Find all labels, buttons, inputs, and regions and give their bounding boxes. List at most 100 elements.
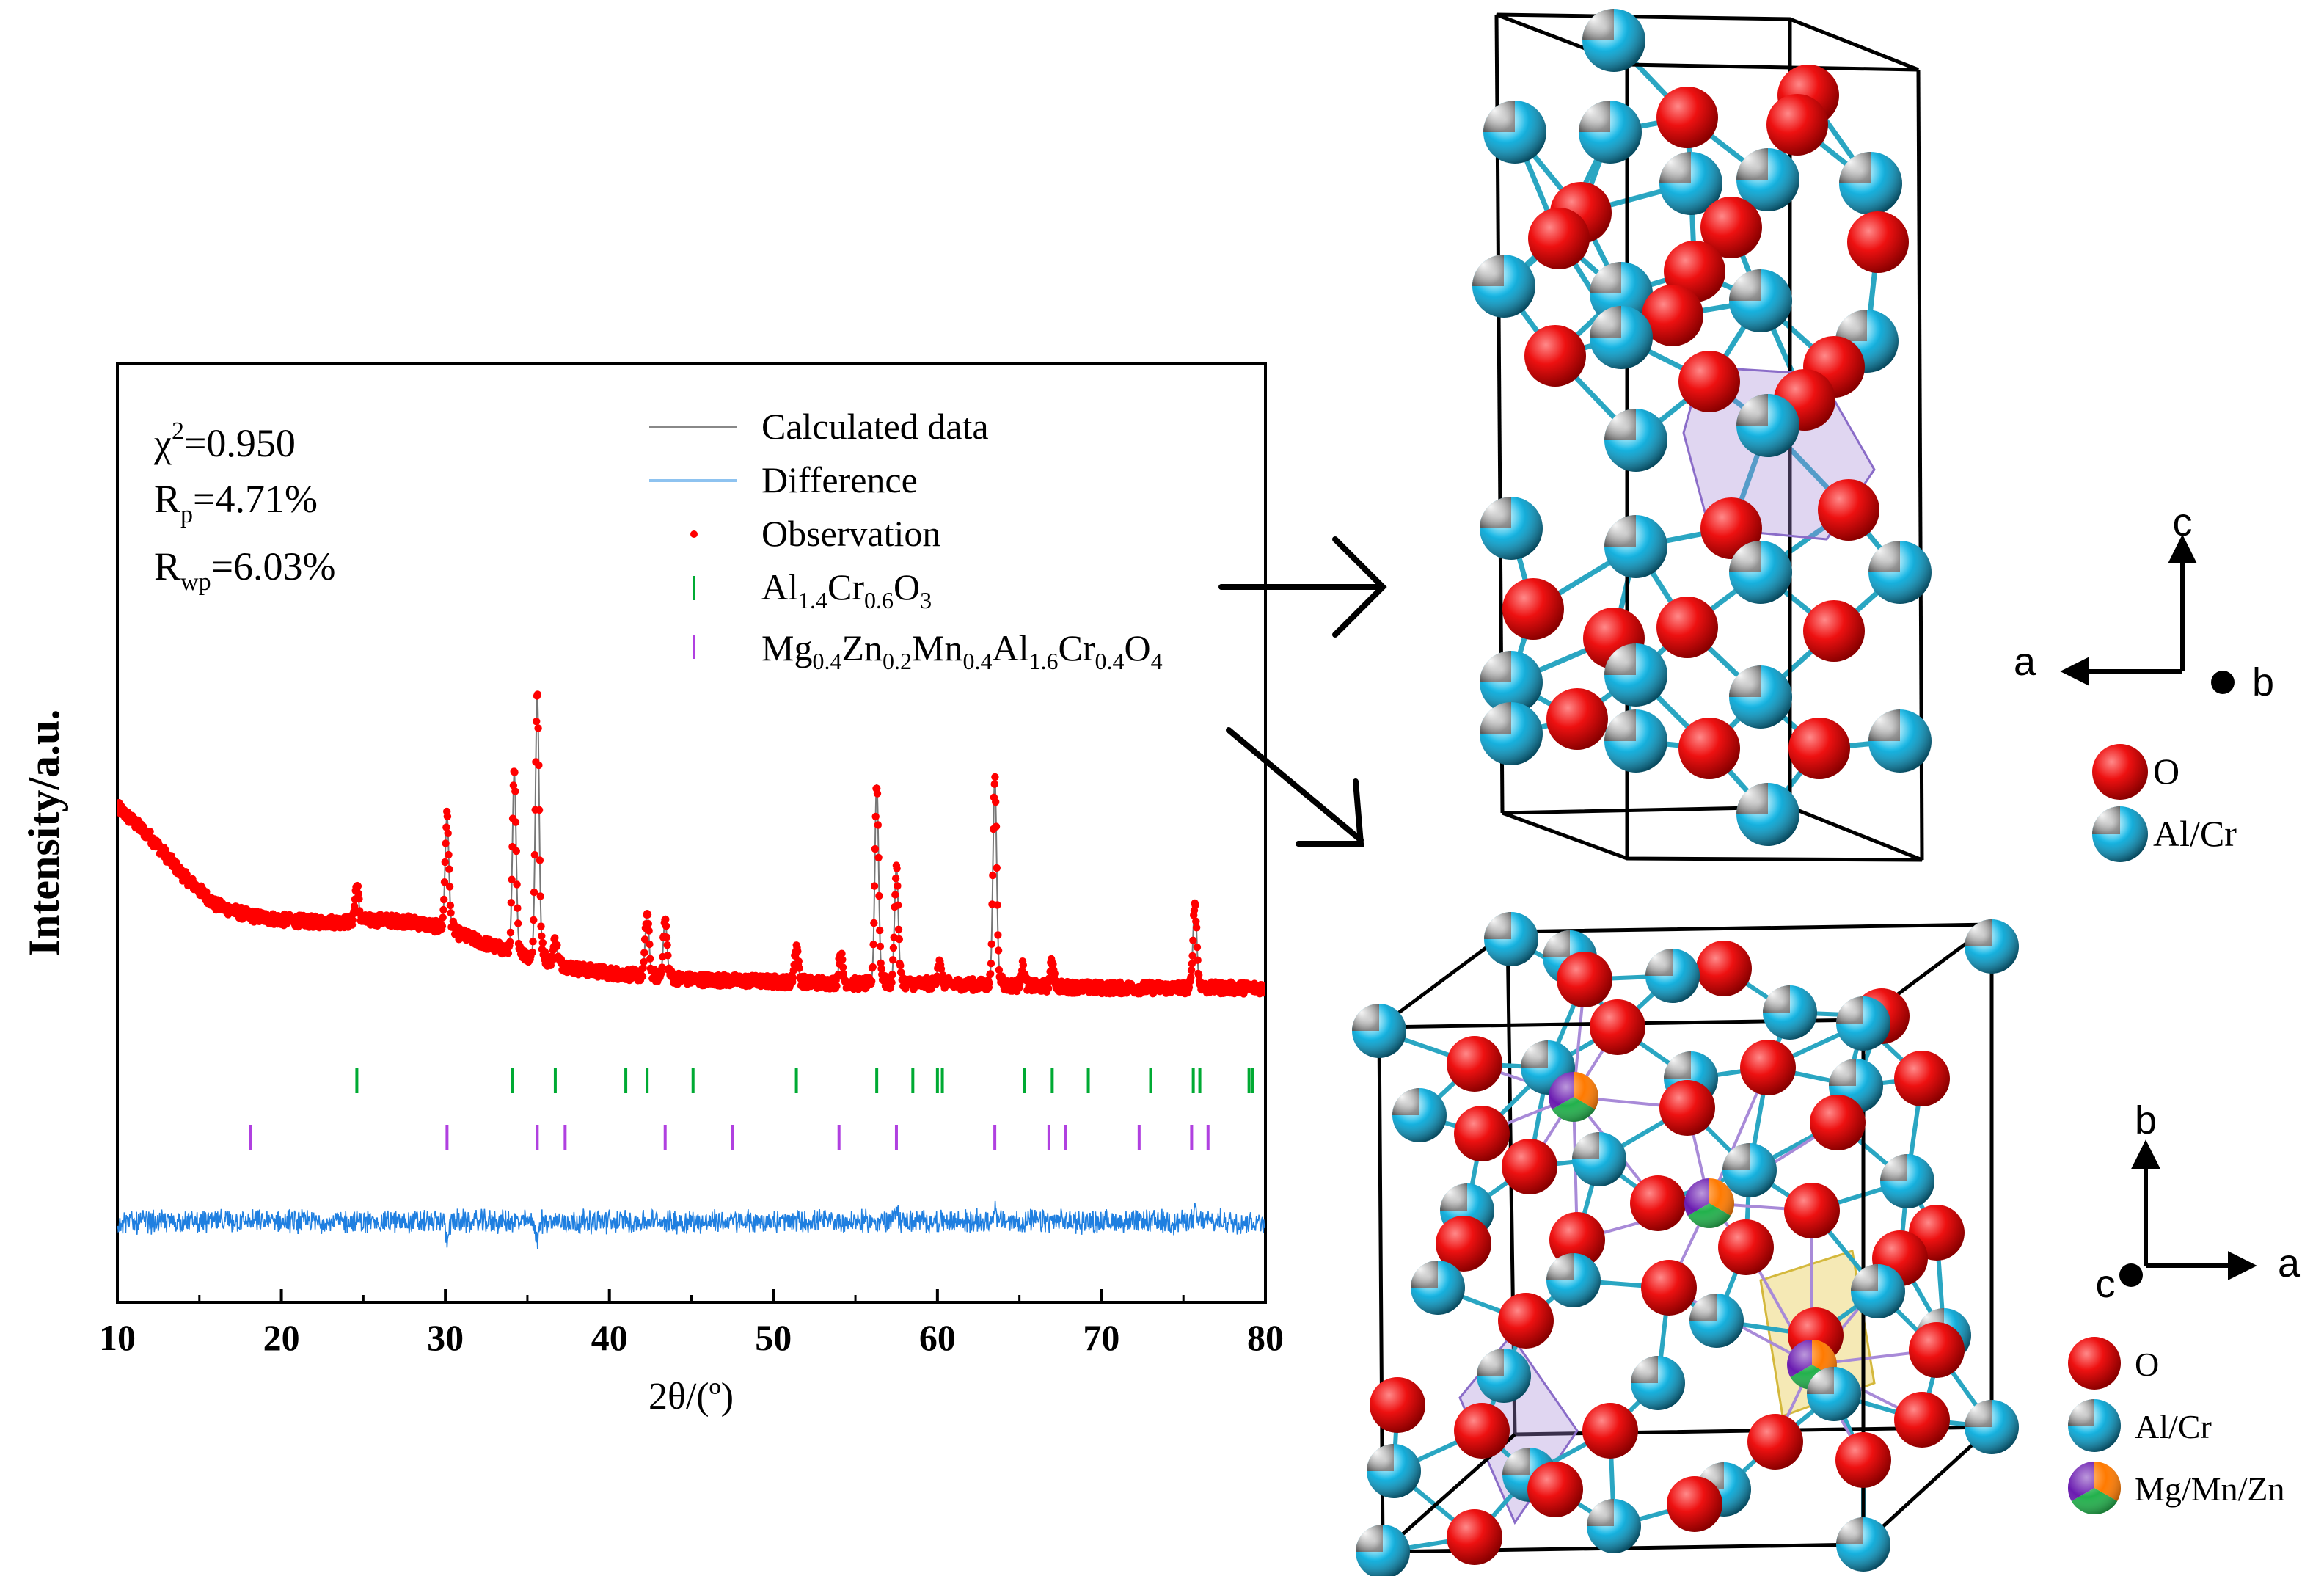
- x-tick-label-70: 70: [1083, 1317, 1119, 1358]
- oxygen-atom: [1656, 87, 1718, 148]
- oxygen-atom: [1656, 597, 1718, 658]
- observation-point: [533, 718, 541, 726]
- oxygen-atom: [1700, 197, 1762, 258]
- oxygen-atom: [1582, 1403, 1638, 1459]
- observation-point: [643, 911, 652, 919]
- observation-point: [513, 880, 521, 889]
- oxygen-atom: [1678, 718, 1740, 779]
- legend-phase2-label: Mg0.4Zn0.2Mn0.4Al1.6Cr0.4O4: [761, 627, 1163, 674]
- alcr-atom: [1736, 394, 1799, 457]
- alcr-atom: [1546, 1253, 1601, 1307]
- observation-point: [509, 781, 518, 789]
- alcr-atom: [1965, 919, 2019, 974]
- legend-observation-label: Observation: [761, 513, 940, 554]
- bottom-legend-o-icon: [2068, 1337, 2121, 1390]
- observation-point: [895, 935, 904, 944]
- observation-point: [838, 963, 847, 971]
- oxygen-atom: [1894, 1392, 1950, 1448]
- observation-point: [937, 965, 946, 973]
- observation-point: [789, 974, 797, 982]
- observation-point: [663, 941, 671, 949]
- alcr-atom: [1631, 1356, 1685, 1410]
- observation-point: [355, 895, 363, 903]
- bottom-structure-atoms: [1352, 912, 2019, 1576]
- observation-point: [445, 883, 454, 891]
- calculated-curve: [117, 694, 1265, 989]
- observation-point: [443, 812, 452, 821]
- observation-point: [1189, 936, 1197, 945]
- observation-point: [511, 768, 519, 776]
- top-legend-alcr-label: Al/Cr: [2153, 813, 2237, 854]
- oxygen-atom: [1454, 1106, 1510, 1161]
- observation-point: [1188, 952, 1196, 960]
- alcr-atom: [1645, 949, 1700, 1003]
- x-tick-label-80: 80: [1247, 1317, 1284, 1358]
- oxygen-atom: [1747, 1414, 1803, 1470]
- observation-point: [447, 909, 455, 917]
- observation-point: [446, 901, 455, 910]
- observation-point: [537, 922, 545, 930]
- oxygen-atom: [1784, 1183, 1840, 1238]
- observation-point: [442, 823, 450, 831]
- observation-point: [351, 902, 359, 911]
- arrow-to-top-structure: [1218, 536, 1387, 638]
- observation-point: [1050, 969, 1059, 978]
- out-of-plane-axis-dot: [2211, 671, 2235, 694]
- alcr-atom: [1851, 1264, 1905, 1318]
- alcr-atom: [1480, 497, 1543, 560]
- oxygen-atom: [1641, 1260, 1697, 1316]
- alcr-atom: [1604, 409, 1667, 472]
- oxygen-atom: [1766, 94, 1828, 156]
- observation-point: [891, 891, 899, 899]
- observation-point: [440, 895, 448, 904]
- xrd-refinement-chart: 10 20 30 40 50 60 70 80 2θ/(º) Intensity/a.u. χ…: [20, 362, 1284, 1418]
- bottom-legend-alcr-icon: [2068, 1399, 2121, 1452]
- observation-point: [514, 919, 522, 927]
- oxygen-atom: [1788, 718, 1850, 779]
- calculated-line: [117, 694, 1265, 989]
- chi-square-stat: χ2=0.950: [153, 417, 296, 465]
- oxygen-atom: [1700, 497, 1762, 559]
- observation-point: [1187, 966, 1196, 974]
- bottom-legend-alcr-label: Al/Cr: [2135, 1408, 2212, 1445]
- observation-point: [662, 922, 670, 930]
- observation-point: [993, 864, 1001, 872]
- observation-point: [1191, 901, 1199, 910]
- observation-point: [504, 949, 513, 957]
- oxygen-atom: [1590, 999, 1645, 1055]
- alcr-atom: [1729, 541, 1792, 604]
- oxygen-atom: [1454, 1403, 1510, 1459]
- observation-point: [896, 961, 905, 970]
- observation-point: [894, 901, 902, 909]
- observation-point: [990, 780, 998, 788]
- observation-point: [538, 932, 546, 941]
- observation-point: [1194, 956, 1202, 964]
- rwp-stat: Rwp=6.03%: [154, 544, 336, 596]
- observation-point: [939, 971, 947, 979]
- observation-point: [529, 938, 537, 946]
- rp-stat: Rp=4.71%: [154, 477, 318, 528]
- observation-point: [994, 931, 1002, 939]
- observation-point: [440, 878, 449, 886]
- top-axis-left-label: a: [2014, 640, 2036, 684]
- observation-point: [442, 839, 450, 847]
- observation-point: [506, 938, 514, 946]
- observation-point: [348, 916, 357, 924]
- observation-point: [439, 913, 447, 922]
- observation-point: [640, 957, 648, 966]
- observation-point: [992, 822, 1001, 831]
- observation-point: [438, 922, 447, 930]
- observation-point: [1185, 983, 1194, 991]
- observation-point: [536, 856, 544, 864]
- alcr-atom: [1880, 1154, 1934, 1208]
- observation-point: [1261, 983, 1265, 992]
- observation-point: [894, 882, 902, 890]
- bottom-legend-o-label: O: [2135, 1346, 2159, 1383]
- difference-curve: [117, 1200, 1265, 1250]
- oxygen-atom: [1718, 1219, 1774, 1275]
- alcr-atom: [2068, 1399, 2121, 1452]
- observation-point: [838, 949, 846, 957]
- phase1-reflection-ticks: [355, 1068, 1254, 1093]
- observation-point: [872, 812, 880, 821]
- top-axis-out-label: b: [2252, 660, 2274, 704]
